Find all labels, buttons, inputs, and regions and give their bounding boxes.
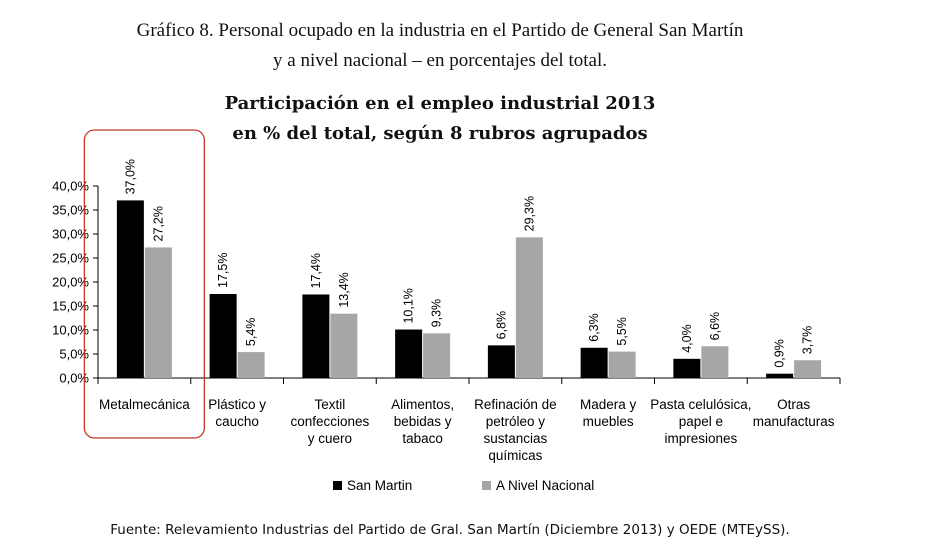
category-label: Otras <box>777 397 810 412</box>
category-label: Pasta celulósica, <box>650 397 751 412</box>
bar-nacional <box>701 346 729 378</box>
category-label: Metalmecánica <box>99 397 190 412</box>
bar-nacional <box>608 351 636 378</box>
category-label: y cuero <box>308 431 352 446</box>
bar-nacional <box>794 360 822 378</box>
data-label: 5,4% <box>244 318 258 347</box>
category-label: Madera y <box>580 397 637 412</box>
category-label: bebidas y <box>394 414 452 429</box>
data-label: 17,4% <box>309 253 323 288</box>
legend-swatch <box>333 481 342 490</box>
chart-title: Participación en el empleo industrial 20… <box>224 93 656 114</box>
data-label: 0,9% <box>773 339 787 368</box>
y-tick-label: 0,0% <box>59 371 89 386</box>
chart-subtitle: en % del total, según 8 rubros agrupados <box>232 123 648 144</box>
data-label: 10,1% <box>402 288 416 323</box>
bar-chart: 0,0% 5,0% 10,0% 15,0% 20,0% 25,0% 30,0% 35,0% 40… <box>52 129 841 493</box>
data-label: 37,0% <box>123 159 137 194</box>
data-label: 6,8% <box>494 311 508 340</box>
data-label: 27,2% <box>151 206 165 241</box>
bar-nacional <box>330 313 358 378</box>
bar-san-martin <box>580 347 608 378</box>
y-tick-label: 20,0% <box>52 275 89 290</box>
legend-label: San Martin <box>347 478 412 493</box>
category-label: impresiones <box>664 431 737 446</box>
category-label: Alimentos, <box>391 397 454 412</box>
category-label: papel e <box>679 414 723 429</box>
data-label: 6,3% <box>587 313 601 342</box>
y-tick-label: 40,0% <box>52 179 89 194</box>
category-label: tabaco <box>402 431 443 446</box>
bar-san-martin <box>487 345 515 378</box>
source-note: Fuente: Relevamiento Industrias del Part… <box>110 522 790 538</box>
data-label: 9,3% <box>430 299 444 328</box>
data-label: 5,5% <box>615 317 629 346</box>
category-label: manufacturas <box>753 414 835 429</box>
y-tick-label: 10,0% <box>52 323 89 338</box>
y-tick-label: 35,0% <box>52 203 89 218</box>
category-label: sustancias <box>483 431 547 446</box>
bar-nacional <box>515 237 543 378</box>
bar-san-martin <box>209 294 237 378</box>
category-label: muebles <box>583 414 634 429</box>
data-label: 3,7% <box>801 326 815 355</box>
data-label: 6,6% <box>708 312 722 341</box>
category-label: químicas <box>488 448 542 463</box>
figure-caption-line-2: y a nivel nacional – en porcentajes del … <box>273 50 607 71</box>
data-label: 4,0% <box>680 324 694 353</box>
data-label: 17,5% <box>216 253 230 288</box>
y-tick-label: 15,0% <box>52 299 89 314</box>
y-tick-label: 30,0% <box>52 227 89 242</box>
data-label: 13,4% <box>337 272 351 307</box>
legend-swatch <box>482 481 491 490</box>
bar-san-martin <box>766 373 794 378</box>
category-label: Plástico y <box>208 397 266 412</box>
category-label: Refinación de <box>474 397 557 412</box>
bar-nacional <box>237 352 265 378</box>
category-label: Textil <box>314 397 345 412</box>
bar-san-martin <box>116 200 144 378</box>
bar-san-martin <box>673 358 701 378</box>
category-label: caucho <box>215 414 259 429</box>
category-label: confecciones <box>290 414 369 429</box>
bar-san-martin <box>395 329 423 378</box>
bar-nacional <box>423 333 451 378</box>
bar-nacional <box>144 247 172 378</box>
legend-label: A Nivel Nacional <box>496 478 594 493</box>
bar-san-martin <box>302 294 330 378</box>
data-label: 29,3% <box>522 196 536 231</box>
highlight-box <box>83 129 206 439</box>
y-tick-label: 25,0% <box>52 251 89 266</box>
category-label: petróleo y <box>486 414 546 429</box>
figure-caption-line-1: Gráfico 8. Personal ocupado en la indust… <box>136 20 744 41</box>
y-tick-label: 5,0% <box>59 347 89 362</box>
